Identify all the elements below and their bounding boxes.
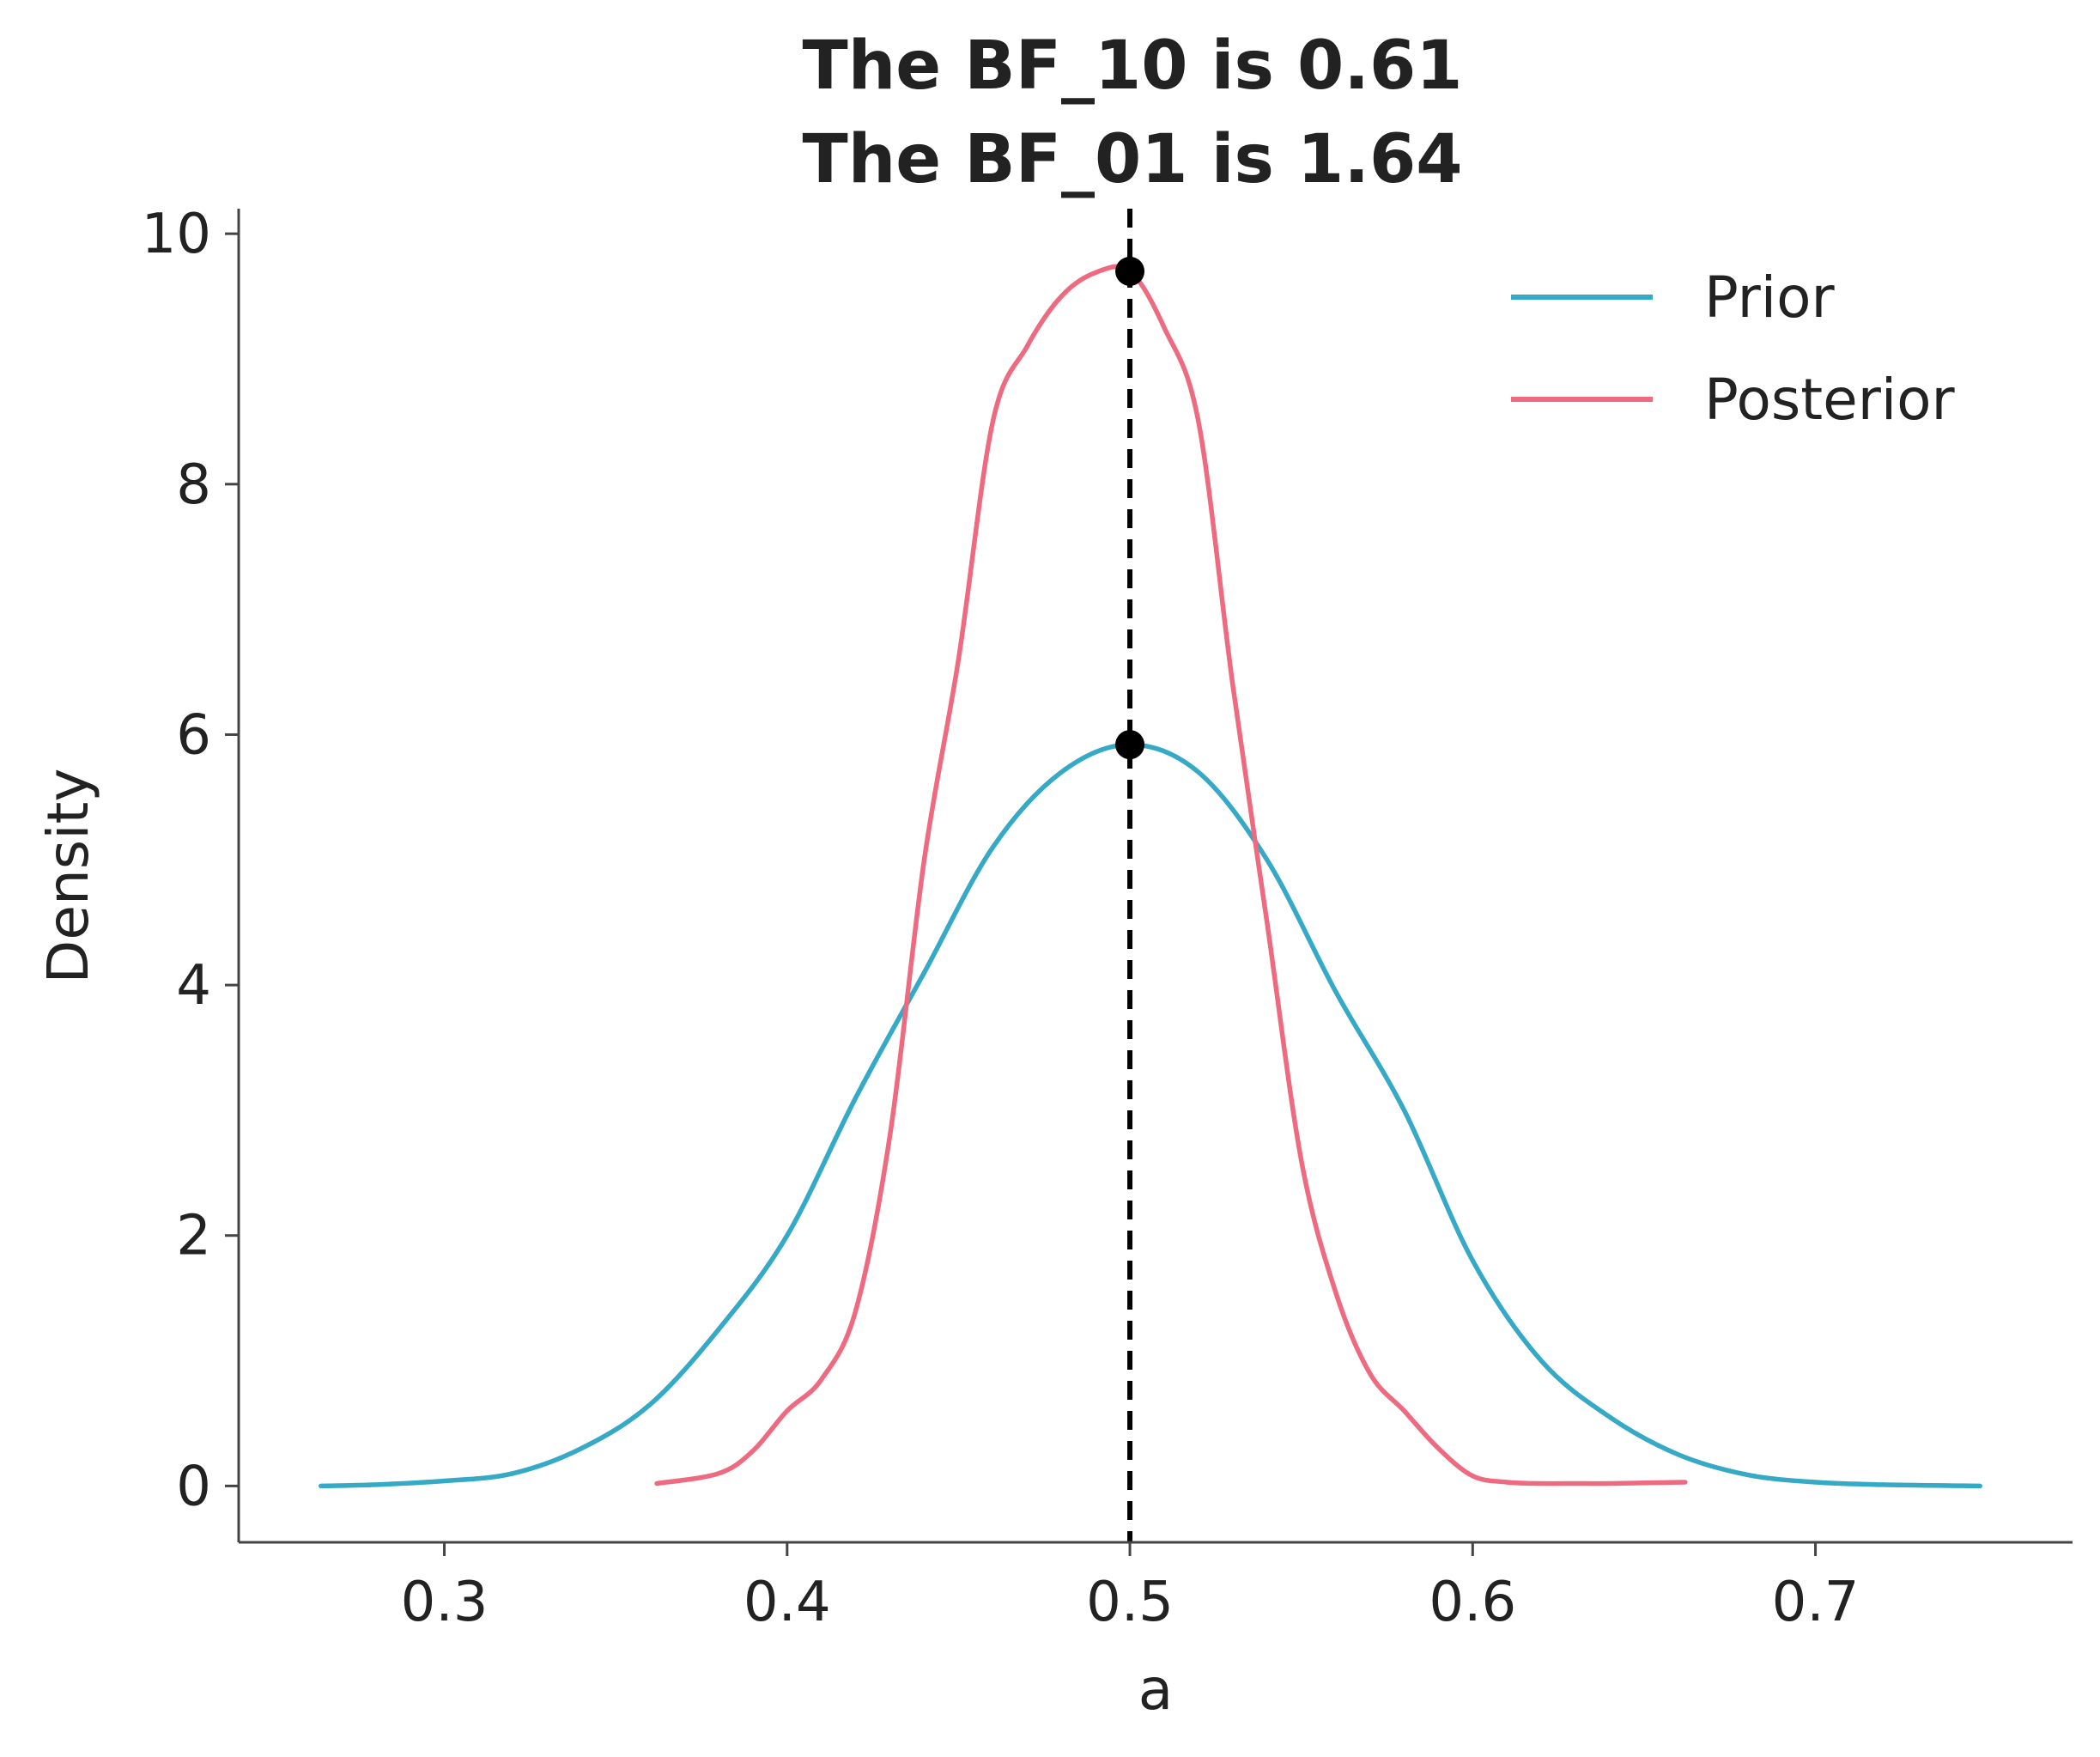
legend: Prior Posterior — [1511, 264, 1956, 433]
x-axis-ticks: 0.3 0.4 0.5 0.6 0.7 — [401, 1542, 1860, 1634]
marker-prior — [1115, 730, 1145, 760]
series-line-posterior — [654, 264, 1688, 1486]
y-axis-ticks: 0 2 4 6 8 10 — [142, 203, 239, 1518]
series-line-prior — [319, 742, 1982, 1489]
legend-label-prior: Prior — [1704, 264, 1835, 331]
plot-area — [319, 209, 1982, 1542]
y-axis-label: Density — [35, 769, 101, 984]
x-tick-label: 0.3 — [401, 1571, 489, 1634]
x-tick-label: 0.4 — [743, 1571, 831, 1634]
y-tick-label: 8 — [176, 453, 211, 517]
y-tick-label: 6 — [176, 703, 211, 767]
chart-title-line-1: The BF_10 is 0.61 — [803, 27, 1463, 105]
y-tick-label: 0 — [176, 1455, 211, 1518]
x-axis-label: a — [1138, 1657, 1173, 1723]
marker-posterior — [1115, 256, 1145, 286]
legend-label-posterior: Posterior — [1704, 367, 1956, 433]
x-tick-label: 0.6 — [1429, 1571, 1516, 1634]
y-tick-label: 10 — [142, 203, 211, 266]
chart-title-line-2: The BF_01 is 1.64 — [803, 121, 1463, 198]
y-tick-label: 4 — [176, 954, 211, 1018]
y-tick-label: 2 — [176, 1205, 211, 1268]
x-tick-label: 0.5 — [1086, 1571, 1174, 1634]
x-tick-label: 0.7 — [1772, 1571, 1860, 1634]
